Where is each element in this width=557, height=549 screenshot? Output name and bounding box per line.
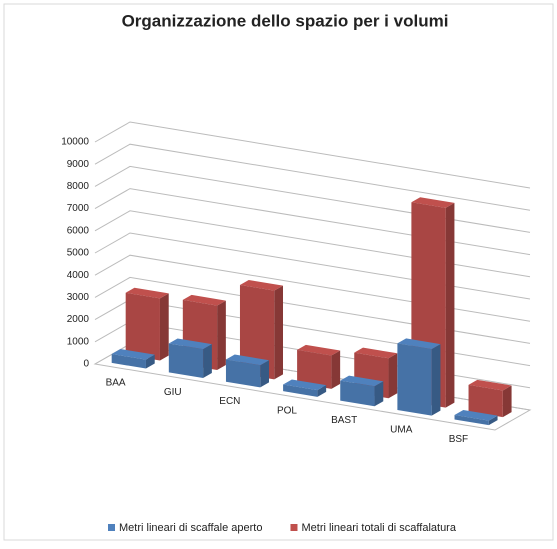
legend-label: Metri lineari di scaffale aperto — [119, 522, 262, 534]
bar-top — [182, 294, 226, 306]
x-tick-label: ECN — [219, 396, 240, 407]
bar — [454, 410, 498, 426]
bar-top — [468, 379, 512, 391]
bar-front — [111, 354, 146, 369]
chart-frame — [3, 3, 554, 541]
bar — [468, 379, 512, 418]
bar-side — [159, 293, 169, 361]
grid-line — [94, 276, 531, 344]
bar — [225, 354, 269, 388]
legend-swatch — [290, 524, 298, 531]
bar-top — [297, 344, 341, 356]
chart-title: Organizzazione dello spazio per i volumi — [122, 11, 449, 30]
grid-line — [94, 232, 531, 300]
bar-front — [125, 292, 160, 361]
legend-swatch — [108, 524, 115, 531]
x-tick-label: BAA — [106, 377, 126, 388]
y-tick-label: 10000 — [61, 137, 89, 148]
x-tick-label: GIU — [164, 387, 182, 398]
bar-side — [488, 415, 498, 426]
bar — [297, 344, 341, 389]
y-tick-label: 7000 — [67, 203, 90, 214]
bar-side — [260, 360, 269, 388]
bar-top — [125, 287, 169, 299]
y-tick-label: 9000 — [67, 159, 90, 170]
bar-front — [283, 384, 318, 397]
grid-line — [94, 210, 531, 278]
bar-front — [297, 349, 332, 389]
grid-line — [94, 254, 531, 322]
bar — [168, 338, 212, 378]
bar-front — [468, 384, 503, 418]
bar-top — [111, 349, 155, 360]
y-tick-label: 0 — [83, 359, 89, 370]
x-tick-label: UMA — [390, 424, 413, 435]
bar-side — [388, 353, 398, 399]
bar-side — [431, 344, 441, 416]
x-tick-label: POL — [277, 406, 297, 417]
bar-top — [454, 410, 498, 421]
y-tick-label: 4000 — [67, 270, 90, 281]
y-tick-label: 8000 — [67, 181, 90, 192]
bar-front — [340, 380, 375, 407]
bar — [397, 338, 441, 416]
y-tick-label: 1000 — [67, 336, 90, 347]
bar-side — [203, 344, 212, 378]
bar-side — [317, 385, 327, 397]
x-tick-label: BSF — [449, 434, 468, 445]
bar-side — [374, 381, 384, 407]
bar-front — [168, 343, 204, 378]
bar-side — [274, 285, 283, 380]
y-tick-label: 3000 — [67, 292, 90, 303]
bar-top — [354, 347, 398, 359]
bar — [125, 287, 169, 361]
legend-label: Metri lineari totali di scaffalatura — [301, 522, 456, 534]
grid-line — [94, 143, 531, 211]
y-tick-label: 6000 — [67, 225, 90, 236]
bar-top — [340, 375, 384, 387]
bar-side — [331, 350, 341, 389]
bar-side — [145, 354, 155, 369]
y-tick-label: 2000 — [67, 314, 90, 325]
bar — [111, 349, 155, 369]
y-tick-label: 5000 — [67, 248, 90, 259]
bar-top — [239, 279, 283, 291]
bar-top — [225, 354, 269, 366]
bar-top — [283, 379, 327, 391]
bar-side — [217, 300, 226, 370]
grid-line — [94, 121, 531, 189]
bar-top — [411, 197, 455, 208]
x-tick-label: BAST — [331, 415, 357, 426]
bar-front — [454, 415, 489, 426]
bar — [340, 375, 384, 407]
bar — [239, 279, 283, 380]
bar-top — [168, 338, 212, 350]
bar-front — [239, 284, 275, 380]
bar-front — [225, 359, 261, 388]
bar-top — [397, 338, 441, 350]
bar-side — [445, 202, 455, 408]
bar — [283, 379, 327, 397]
bar-front — [397, 343, 432, 416]
grid-line — [94, 188, 531, 256]
bar-side — [502, 385, 512, 418]
grid-line — [94, 165, 531, 233]
